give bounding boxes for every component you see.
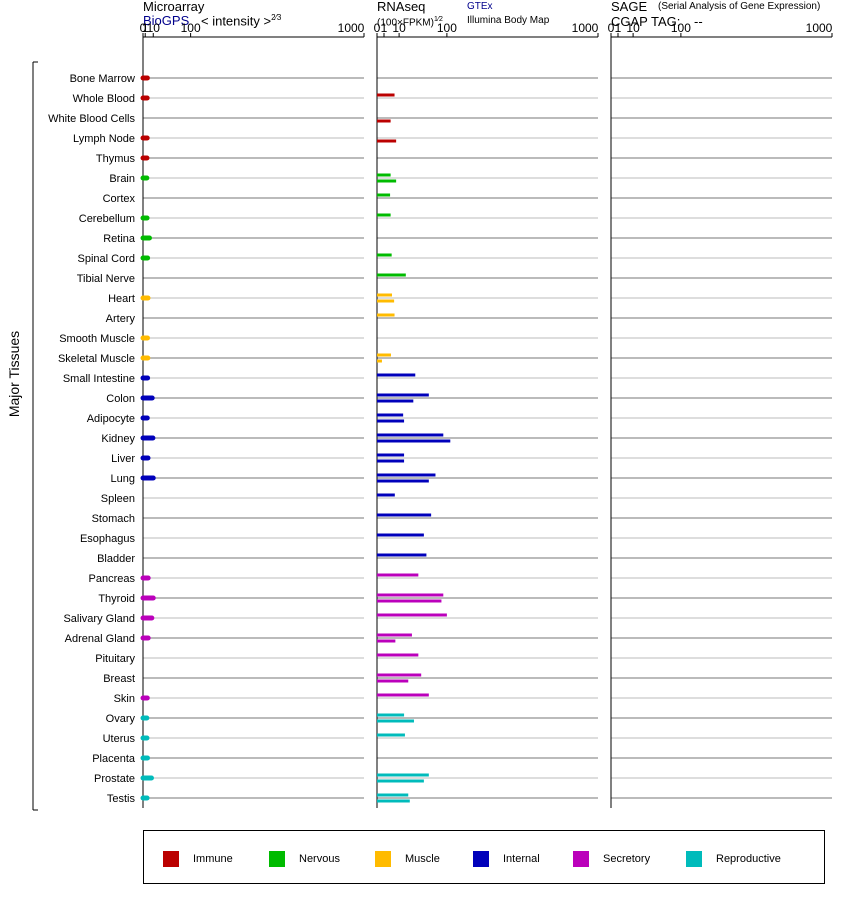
tissue-label: Liver — [111, 453, 135, 465]
legend-label: Immune — [193, 853, 233, 865]
tissue-label: Lung — [111, 473, 135, 485]
tissue-label: Thymus — [96, 153, 136, 165]
tissue-label: Pituitary — [95, 653, 135, 665]
tissue-label: Spleen — [101, 493, 135, 505]
tissue-label: Spinal Cord — [78, 253, 135, 265]
tissue-label: Uterus — [103, 733, 136, 745]
rnaseq-tick-label: 100 — [437, 21, 457, 35]
tissue-label: Bone Marrow — [70, 73, 135, 85]
legend-swatch — [686, 851, 702, 867]
tissue-label: Bladder — [97, 553, 135, 565]
legend-label: Internal — [503, 853, 540, 865]
microarray-tick-label: 1000 — [338, 21, 365, 35]
tissue-label: Stomach — [92, 513, 135, 525]
fpkm-label-text: (100×FPKM) — [377, 17, 434, 29]
tissue-label: Heart — [108, 293, 135, 305]
tissue-label: Esophagus — [80, 533, 136, 545]
legend-swatch — [163, 851, 179, 867]
rnaseq-title: RNAseq — [377, 0, 426, 14]
legend-swatch — [375, 851, 391, 867]
rnaseq-tick-label: 1 — [381, 21, 388, 35]
tissue-label: Prostate — [94, 773, 135, 785]
tissue-labels: Bone Marrow Whole Blood White Blood Cells L… — [48, 73, 136, 805]
tissue-label: Kidney — [101, 433, 135, 445]
tissue-label: Skeletal Muscle — [58, 353, 135, 365]
tissue-label: Colon — [106, 393, 135, 405]
legend-item-secretory: Secretory — [573, 851, 650, 867]
intensity-exponent: 2⁄3 — [271, 13, 282, 22]
tissue-label: Whole Blood — [73, 93, 135, 105]
legend-label: Secretory — [603, 853, 651, 865]
cgap-tag-label: CGAP TAG: — [611, 14, 681, 29]
rnaseq-tick-label: 1000 — [572, 21, 599, 35]
tissue-label: Ovary — [106, 713, 136, 725]
tissue-label: Pancreas — [89, 573, 136, 585]
fpkm-label: (100×FPKM)1⁄2 — [377, 16, 443, 28]
tissue-label: White Blood Cells — [48, 113, 135, 125]
tissue-label: Thyroid — [98, 593, 135, 605]
sage-tick-label: 0 — [608, 21, 615, 35]
tissue-label: Placenta — [92, 753, 136, 765]
sage-description: (Serial Analysis of Gene Expression) — [658, 1, 821, 12]
legend-label: Nervous — [299, 853, 340, 865]
tissue-label: Retina — [103, 233, 136, 245]
tissue-label: Skin — [114, 693, 135, 705]
biogps-link[interactable]: BioGPS — [143, 13, 190, 28]
microarray-title: Microarray — [143, 0, 205, 14]
microarray-tick-label: 0 — [140, 21, 147, 35]
tissue-bracket — [32, 61, 38, 811]
tissue-label: Salivary Gland — [63, 613, 135, 625]
sage-tick-label: 10 — [626, 21, 640, 35]
rnaseq-tick-label: 0 — [374, 21, 381, 35]
sage-tick-label: 100 — [671, 21, 691, 35]
tissue-label: Adipocyte — [87, 413, 135, 425]
illumina-link[interactable]: Illumina Body Map — [467, 15, 550, 26]
intensity-label-text: < intensity > — [201, 13, 272, 29]
tissue-label: Cerebellum — [79, 213, 135, 225]
legend-label: Reproductive — [716, 853, 781, 865]
microarray-tick-label: 100 — [181, 21, 201, 35]
tissue-label: Tibial Nerve — [77, 273, 135, 285]
legend-swatch — [573, 851, 589, 867]
tissue-label: Breast — [103, 673, 135, 685]
tissue-label: Artery — [106, 313, 136, 325]
tissue-label: Small Intestine — [63, 373, 135, 385]
legend-item-internal: Internal — [473, 851, 540, 867]
fpkm-exponent: 1⁄2 — [433, 16, 443, 23]
tissue-label: Smooth Muscle — [59, 333, 135, 345]
y-axis-label: Major Tissues — [6, 331, 22, 417]
tissue-label: Cortex — [103, 193, 136, 205]
legend-label: Muscle — [405, 853, 440, 865]
sage-tick-label: 1000 — [806, 21, 833, 35]
cgap-tag-value: -- — [694, 14, 703, 29]
sage-title: SAGE — [611, 0, 648, 14]
legend-item-reproductive: Reproductive — [686, 851, 781, 867]
legend-item-immune: Immune — [163, 851, 233, 867]
tissue-label: Brain — [109, 173, 135, 185]
tissue-label: Adrenal Gland — [65, 633, 135, 645]
microarray-tick-label: 1 — [142, 21, 149, 35]
expression-bars — [140, 75, 451, 803]
legend-item-nervous: Nervous — [269, 851, 340, 867]
rnaseq-tick-label: 10 — [392, 21, 406, 35]
legend-swatch — [473, 851, 489, 867]
intensity-label: < intensity >2⁄3 — [201, 13, 282, 29]
microarray-tick-label: 10 — [147, 21, 161, 35]
sage-tick-label: 1 — [615, 21, 622, 35]
legend-item-muscle: Muscle — [375, 851, 440, 867]
legend-swatch — [269, 851, 285, 867]
tissue-label: Lymph Node — [73, 133, 135, 145]
tissue-label: Testis — [107, 793, 136, 805]
row-gridlines — [143, 77, 832, 799]
gtex-link[interactable]: GTEx — [467, 1, 493, 12]
legend: Immune Nervous Muscle Internal Secretory Repr… — [143, 830, 825, 884]
